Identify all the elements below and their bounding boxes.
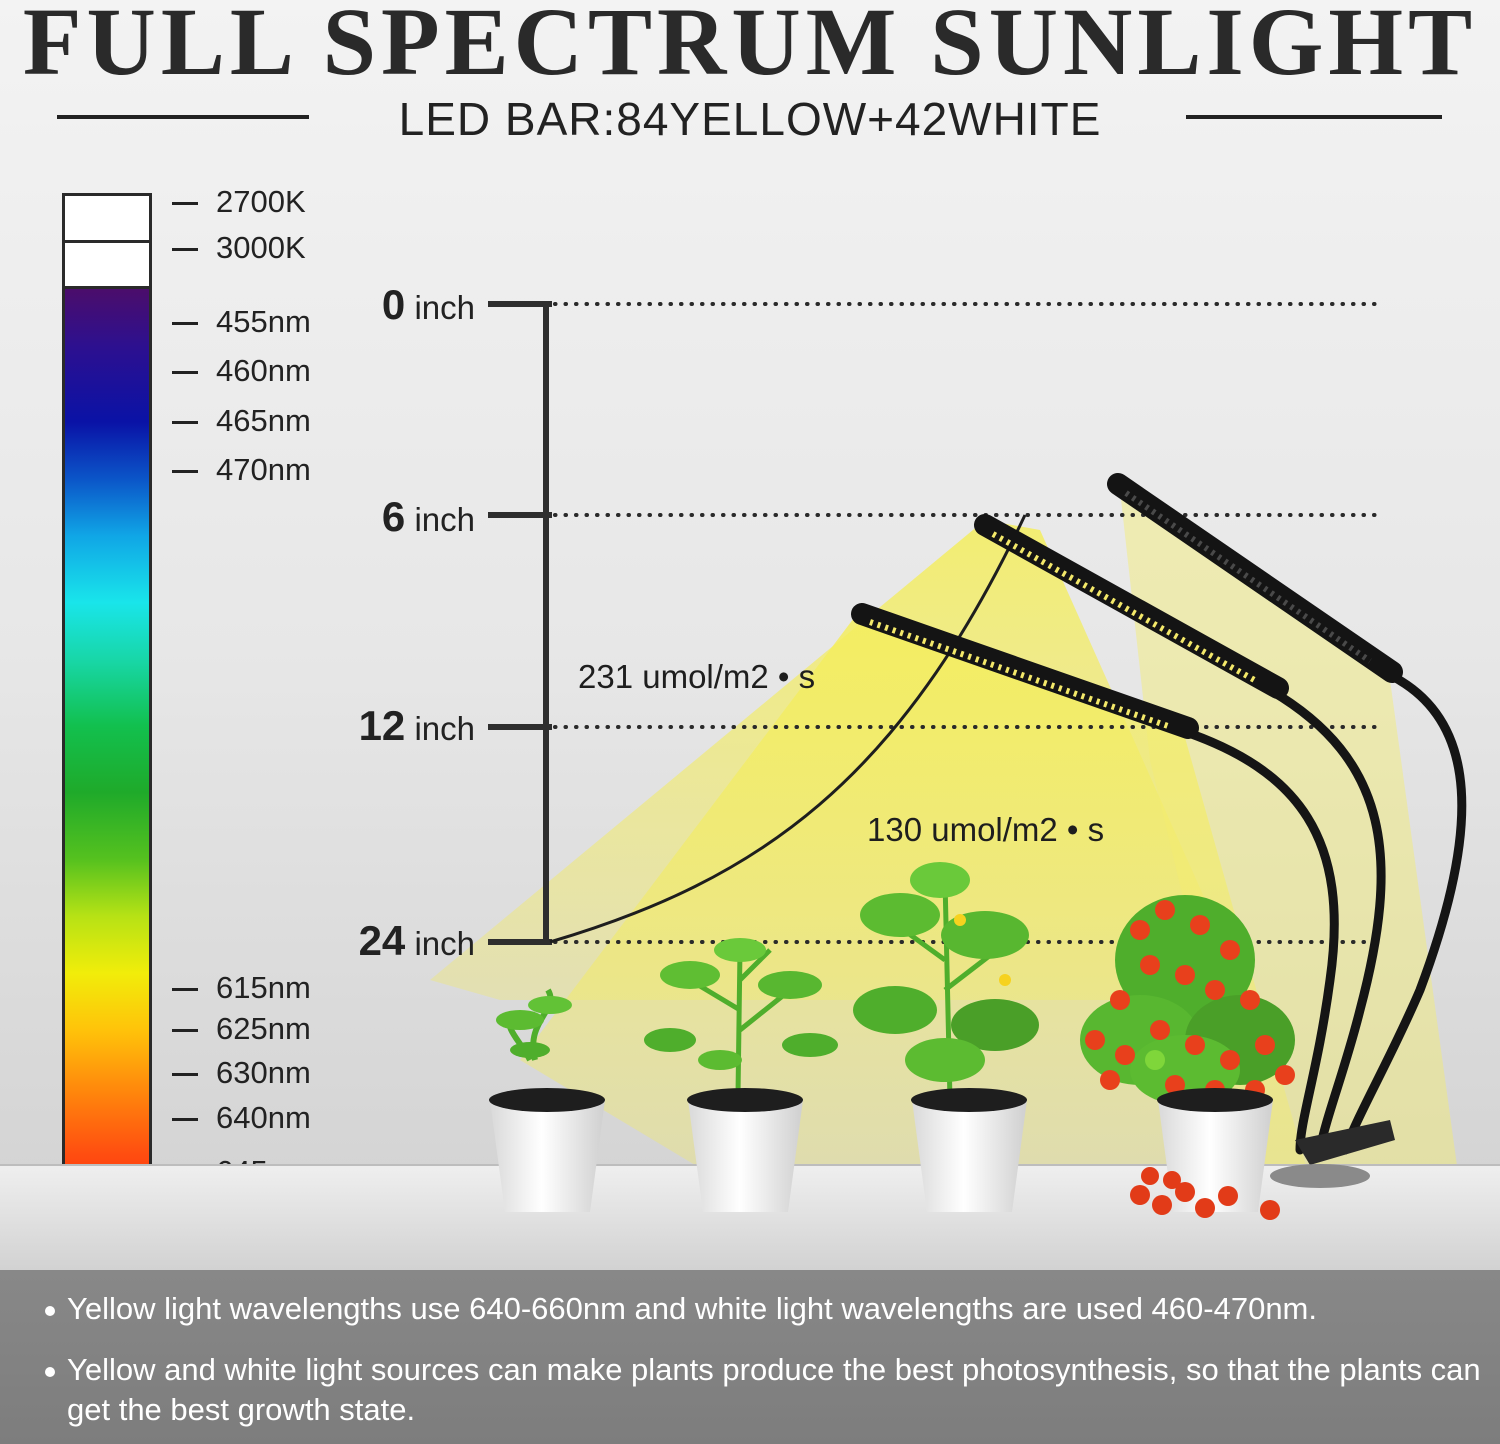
pot (1158, 1100, 1273, 1212)
spectrum-label-text: 460nm (216, 353, 311, 388)
pot (490, 1100, 605, 1212)
bullet-icon (45, 1305, 55, 1316)
distance-value: 24 (358, 917, 406, 964)
spectrum-label: 615nm (172, 972, 311, 1003)
led-bar-back (1107, 473, 1403, 683)
gooseneck-back (1340, 670, 1467, 1155)
gooseneck-front (1175, 725, 1339, 1155)
spectrum-label: 630nm (172, 1057, 311, 1088)
distance-unit: inch (414, 710, 475, 747)
lamp-goosenecks (1175, 670, 1467, 1155)
spectrum-label-text: 640nm (216, 1100, 311, 1135)
spectrum-label: 460nm (172, 355, 311, 386)
coverage-curve (549, 514, 1027, 944)
grow-light-scene (0, 301, 1500, 1270)
note-item: Yellow light wavelengths use 640-660nm a… (45, 1289, 1475, 1329)
spectrum-segment-2700k (65, 196, 149, 243)
subtitle-rule-left (57, 115, 309, 119)
distance-scale (488, 301, 552, 945)
spectrum-label: 465nm (172, 405, 311, 436)
spectrum-label-text: 615nm (216, 970, 311, 1005)
spectrum-label: 625nm (172, 1013, 311, 1044)
distance-value: 12 (358, 702, 406, 749)
spectrum-label-text: 3000K (216, 230, 306, 265)
distance-label-24: 24 inch (275, 920, 475, 962)
plant-1 (489, 988, 605, 1212)
spectrum-label-text: 2700K (216, 184, 306, 219)
ppfd-far-label: 130 umol/m2 • s (867, 811, 1105, 848)
distance-value: 6 (381, 493, 406, 540)
distance-unit: inch (414, 925, 475, 962)
plant-4-tomato (1080, 895, 1295, 1220)
spectrum-label-text: 630nm (216, 1055, 311, 1090)
note-text: Yellow light wavelengths use 640-660nm a… (67, 1291, 1317, 1326)
spectrum-label-text: 455nm (216, 304, 311, 339)
ppfd-near-label: 231 umol/m2 • s (578, 658, 816, 695)
spectrum-gradient (65, 289, 149, 1239)
distance-unit: inch (414, 289, 475, 326)
spectrum-label: 470nm (172, 454, 311, 485)
page-subtitle: LED BAR:84YELLOW+42WHITE (398, 93, 1102, 145)
subtitle-rule-right (1186, 115, 1442, 119)
spectrum-label: 3000K (172, 232, 306, 263)
page-title: FULL SPECTRUM SUNLIGHT (22, 0, 1478, 95)
note-item: Yellow and white light sources can make … (45, 1350, 1497, 1430)
spectrum-segment-3000k (65, 243, 149, 289)
spectrum-label-text: 470nm (216, 452, 311, 487)
spectrum-label-text: 625nm (216, 1011, 311, 1046)
spectrum-label: 640nm (172, 1102, 311, 1133)
distance-label-6: 6 inch (275, 496, 475, 538)
distance-label-12: 12 inch (275, 705, 475, 747)
spectrum-bar (62, 193, 152, 1242)
spectrum-label-text: 465nm (216, 403, 311, 438)
notes-band (0, 1270, 1500, 1444)
distance-label-0: 0 inch (275, 284, 475, 326)
lamp-clamp (1270, 1120, 1395, 1188)
led-bars (851, 473, 1403, 739)
spectrum-label: 2700K (172, 186, 306, 217)
note-text: Yellow and white light sources can make … (67, 1352, 1481, 1427)
spectrum-label: 455nm (172, 306, 311, 337)
pot (688, 1100, 803, 1212)
distance-value: 0 (381, 281, 406, 328)
pot (912, 1100, 1027, 1212)
led-bar-front (851, 603, 1199, 739)
distance-unit: inch (414, 501, 475, 538)
tomatoes-on-table (1130, 1167, 1280, 1220)
bullet-icon (45, 1366, 55, 1377)
plant-2 (644, 938, 838, 1212)
plant-3 (853, 862, 1039, 1212)
gooseneck-middle (1265, 685, 1386, 1155)
led-bar-middle (974, 514, 1289, 699)
